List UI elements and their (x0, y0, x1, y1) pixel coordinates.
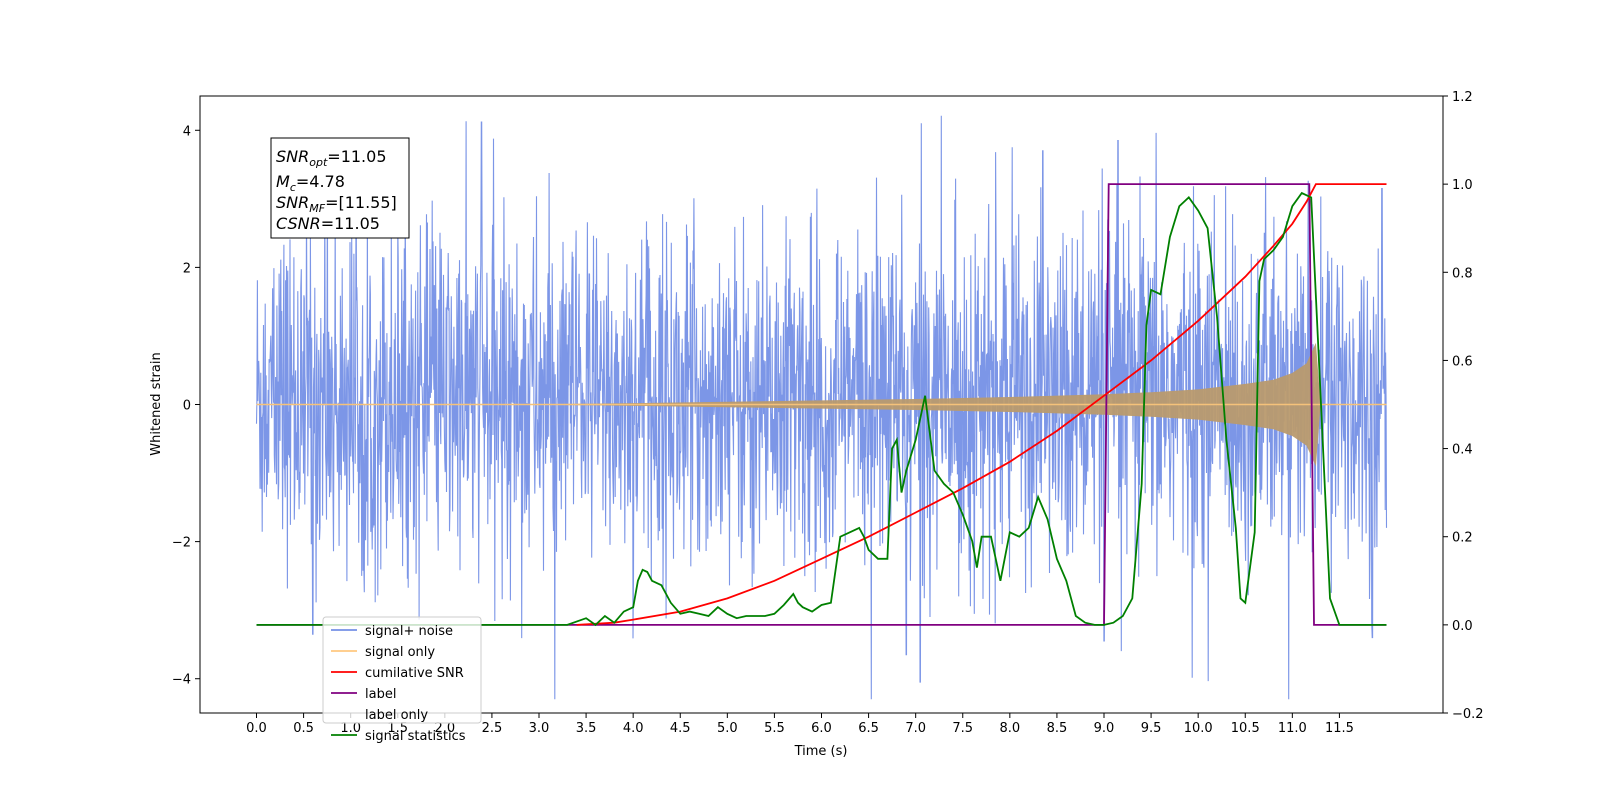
y-right-tick-label: 0.8 (1452, 266, 1473, 281)
y-right-tick-label: 0.2 (1452, 531, 1473, 546)
label-line (256, 183, 1387, 626)
x-tick-label: 0.0 (246, 721, 267, 736)
y-left-tick-label: 4 (183, 124, 191, 139)
x-tick-label: 9.0 (1094, 721, 1115, 736)
legend-frame (322, 616, 482, 724)
x-tick-label: 5.0 (717, 721, 738, 736)
y-axis-label: Whitened strain (149, 352, 164, 455)
signal-statistics-line (256, 191, 1387, 627)
x-tick-label: 0.5 (293, 721, 314, 736)
y-right-tick-label: 1.0 (1452, 178, 1473, 193)
signal-noise-series (255, 115, 1388, 700)
x-tick-label: 11.0 (1278, 721, 1307, 736)
legend-entry: cumilative SNR (365, 666, 464, 681)
info-box-frame (270, 137, 410, 239)
x-tick-label: 6.5 (858, 721, 879, 736)
x-tick-label: 4.0 (623, 721, 644, 736)
legend-entry: signal+ noise (365, 624, 453, 639)
x-tick-label: 11.5 (1325, 721, 1354, 736)
signal-noise-line (255, 115, 1388, 700)
y-left-tick-label: −2 (172, 536, 191, 551)
x-tick-label: 10.5 (1231, 721, 1260, 736)
x-tick-label: 8.0 (999, 721, 1020, 736)
legend-entry: label (365, 687, 396, 702)
x-tick-label: 2.0 (434, 721, 455, 736)
x-tick-label: 8.5 (1047, 721, 1068, 736)
overlay-lines (256, 183, 1387, 627)
info-snr-opt: SNRopt=11.05 (276, 147, 387, 169)
x-tick-label: 9.5 (1141, 721, 1162, 736)
x-tick-label: 10.0 (1184, 721, 1213, 736)
x-tick-label: 2.5 (482, 721, 503, 736)
legend-entry: signal statistics (365, 729, 466, 744)
x-tick-label: 7.5 (952, 721, 973, 736)
x-tick-label: 7.0 (905, 721, 926, 736)
y-left-tick-label: 0 (183, 399, 191, 414)
x-tick-label: 6.0 (811, 721, 832, 736)
x-tick-label: 5.5 (764, 721, 785, 736)
x-axis-label: Time (s) (794, 744, 848, 759)
y-right-tick-label: 0.4 (1452, 443, 1473, 458)
y-left-tick-label: 2 (183, 261, 191, 276)
legend-entry: signal only (365, 645, 435, 660)
info-snr-mf: SNRMF=[11.55] (276, 193, 397, 215)
y-axis-right: 1.2 1.0 0.8 0.6 0.4 0.2 0.0 −0.2 (1443, 90, 1484, 722)
info-csnr: CSNR=11.05 (276, 214, 380, 233)
x-tick-label: 1.0 (340, 721, 361, 736)
x-tick-label: 4.5 (670, 721, 691, 736)
x-axis: 0.0 0.5 1.0 1.5 2.0 2.5 3.0 3.5 4.0 4.5 5.0 5.5 6.0 6… (246, 713, 1354, 736)
info-mc: Mc=4.78 (276, 172, 345, 194)
y-axis-left: 4 2 0 −2 −4 (172, 124, 200, 688)
x-tick-label: 3.0 (529, 721, 550, 736)
cumulative-snr-line (576, 183, 1387, 626)
x-tick-label: 3.5 (576, 721, 597, 736)
x-tick-label: 1.5 (387, 721, 408, 736)
y-right-tick-label: 0.6 (1452, 354, 1473, 369)
signal-only-series (256, 342, 1387, 467)
y-right-tick-label: 0.0 (1452, 619, 1473, 634)
info-box: SNRopt=11.05 Mc=4.78 SNRMF=[11.55] CSNR=… (270, 137, 410, 239)
y-right-tick-label: 1.2 (1452, 90, 1473, 105)
y-right-tick-label: −0.2 (1452, 707, 1484, 722)
y-left-tick-label: −4 (172, 673, 191, 688)
legend-entry: label only (365, 708, 428, 723)
legend: signal+ noise signal only cumilative SNR la… (322, 616, 482, 744)
